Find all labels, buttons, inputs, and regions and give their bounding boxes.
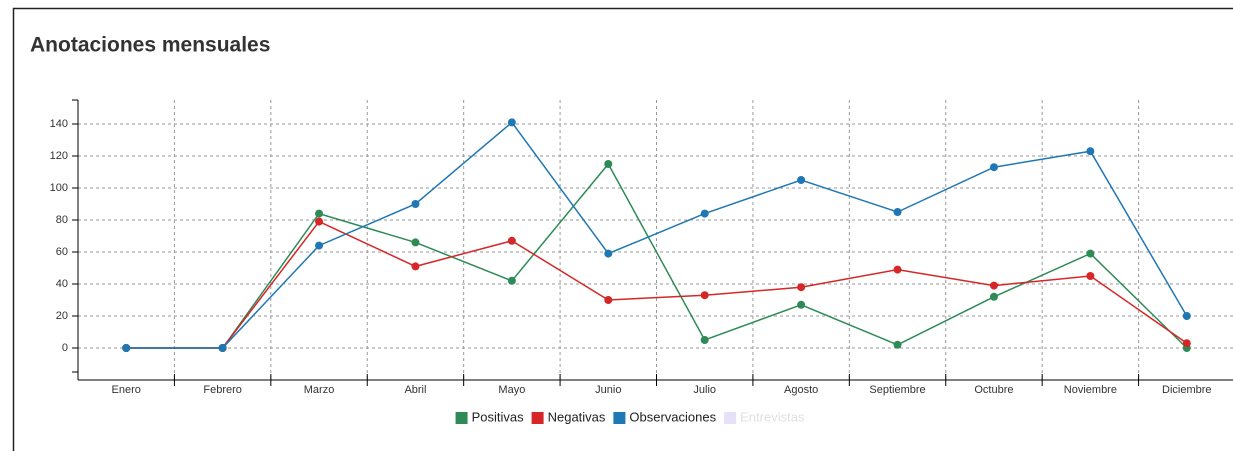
legend-label: Positivas bbox=[472, 409, 525, 424]
data-point bbox=[604, 296, 613, 304]
legend-label: Observaciones bbox=[629, 409, 716, 424]
panel bbox=[12, 7, 1233, 451]
data-point bbox=[507, 236, 516, 245]
legend-swatch bbox=[613, 412, 626, 424]
y-tick-label: 0 bbox=[62, 342, 68, 354]
data-point bbox=[989, 281, 998, 290]
y-tick-label: 40 bbox=[56, 278, 68, 290]
data-point bbox=[1086, 272, 1095, 280]
data-point bbox=[507, 276, 516, 285]
x-tick-label: Enero bbox=[112, 384, 141, 396]
legend-label: Entrevistas bbox=[740, 409, 805, 424]
y-tick-label: 140 bbox=[50, 118, 68, 130]
data-point bbox=[411, 238, 420, 247]
data-point bbox=[1182, 312, 1191, 320]
legend-item[interactable]: Positivas bbox=[455, 409, 525, 424]
data-point bbox=[604, 249, 613, 258]
legend-swatch bbox=[531, 412, 544, 424]
x-tick-label: Agosto bbox=[784, 384, 818, 396]
chart-title: Anotaciones mensuales bbox=[30, 34, 270, 57]
data-point bbox=[700, 291, 709, 300]
legend-item[interactable]: Observaciones bbox=[613, 409, 717, 424]
data-point bbox=[1182, 339, 1191, 348]
data-point bbox=[411, 200, 420, 208]
data-point bbox=[893, 265, 902, 274]
x-tick-label: Octubre bbox=[974, 384, 1013, 396]
data-point bbox=[989, 292, 998, 301]
data-point bbox=[700, 336, 709, 344]
legend: Positivas Negativas Observaciones Entrevist… bbox=[455, 409, 805, 424]
data-point bbox=[604, 160, 613, 168]
data-point bbox=[315, 217, 324, 226]
data-point bbox=[893, 208, 902, 216]
data-point bbox=[1086, 249, 1095, 258]
data-point bbox=[411, 262, 420, 271]
x-tick-label: Junio bbox=[595, 384, 621, 396]
data-point bbox=[893, 340, 902, 349]
legend-swatch bbox=[724, 412, 737, 424]
y-tick-label: 100 bbox=[50, 182, 68, 194]
y-tick-label: 80 bbox=[56, 214, 68, 226]
series-line bbox=[126, 220, 1188, 349]
x-tick-label: Diciembre bbox=[1162, 384, 1212, 396]
series-line bbox=[126, 121, 1188, 349]
x-tick-label: Marzo bbox=[304, 384, 335, 396]
data-point bbox=[797, 300, 806, 309]
y-tick-label: 120 bbox=[50, 150, 68, 162]
x-tick-label: Noviembre bbox=[1064, 384, 1117, 396]
data-point bbox=[507, 118, 516, 127]
legend-item[interactable]: Entrevistas bbox=[724, 409, 805, 424]
data-point bbox=[315, 209, 324, 218]
data-point bbox=[700, 209, 709, 218]
x-tick-label: Septiembre bbox=[869, 384, 925, 396]
y-tick-label: 60 bbox=[56, 246, 68, 258]
data-point bbox=[1086, 147, 1095, 156]
x-tick-label: Abril bbox=[404, 384, 426, 396]
x-tick-label: Julio bbox=[693, 384, 716, 396]
data-point bbox=[797, 283, 806, 292]
legend-swatch bbox=[455, 412, 468, 424]
legend-label: Negativas bbox=[548, 409, 606, 424]
x-tick-label: Febrero bbox=[203, 384, 242, 396]
data-point bbox=[122, 344, 131, 352]
series-line bbox=[126, 162, 1188, 349]
data-point bbox=[989, 163, 998, 172]
x-tick-label: Mayo bbox=[498, 384, 525, 396]
data-point bbox=[315, 241, 324, 250]
data-point bbox=[797, 176, 806, 184]
data-point bbox=[218, 344, 227, 352]
legend-item[interactable]: Negativas bbox=[531, 409, 606, 424]
y-tick-label: 20 bbox=[56, 310, 68, 322]
